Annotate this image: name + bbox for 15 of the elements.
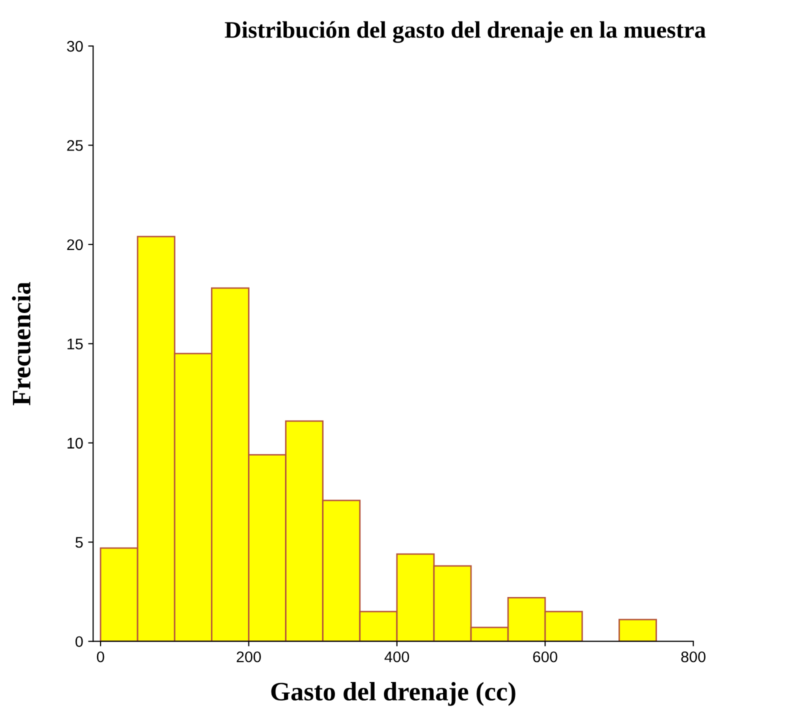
- y-axis-title: Frecuencia: [12, 282, 31, 406]
- x-tick-label: 600: [533, 651, 558, 662]
- x-axis-title: Gasto del drenaje (cc): [271, 682, 516, 706]
- y-tick-label: 0: [76, 636, 83, 648]
- chart-title: Distribución del gasto del drenaje en la muestra: [224, 21, 706, 43]
- y-tick-label: 30: [67, 40, 83, 52]
- x-tick-label: 0: [96, 651, 104, 662]
- y-tick-label: 15: [68, 338, 83, 350]
- x-tick-label: 800: [681, 651, 706, 662]
- y-tick-label: 5: [76, 537, 83, 548]
- x-tick-label: 200: [236, 651, 261, 662]
- y-tick-label: 10: [68, 438, 83, 449]
- y-tick-label: 20: [67, 239, 83, 250]
- y-tick-label: 25: [67, 140, 83, 151]
- x-tick-label: 400: [384, 651, 410, 662]
